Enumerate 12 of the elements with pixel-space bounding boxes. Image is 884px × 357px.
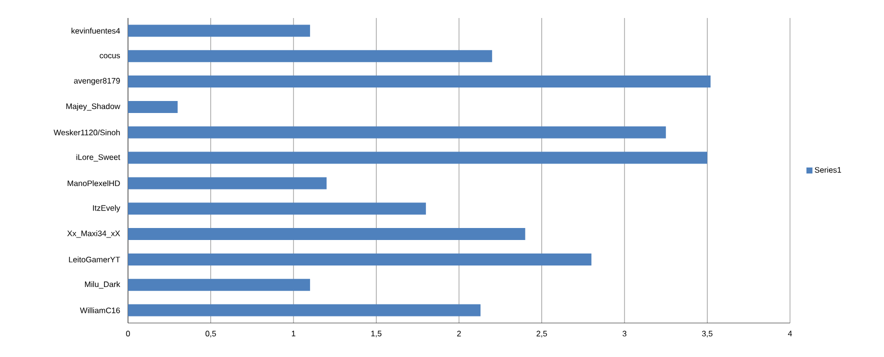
- bar: [128, 228, 526, 240]
- bar: [128, 50, 492, 62]
- bar: [128, 177, 327, 190]
- bar: [128, 278, 310, 291]
- bar: [128, 152, 708, 164]
- bar: [128, 202, 426, 215]
- bar: [128, 24, 310, 37]
- bar: [128, 76, 711, 88]
- bar: [128, 253, 592, 266]
- bar: [128, 126, 666, 138]
- bar: [128, 100, 178, 113]
- bar: [128, 304, 481, 316]
